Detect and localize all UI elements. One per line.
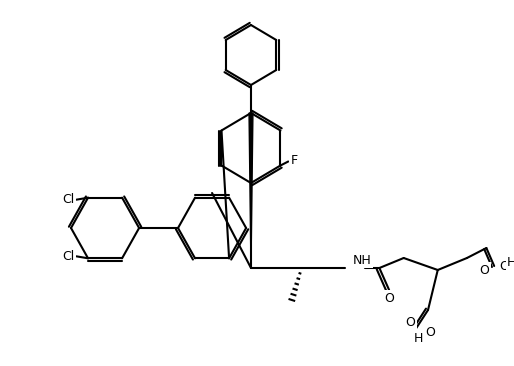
- Text: O: O: [425, 325, 435, 339]
- Text: Cl: Cl: [63, 250, 75, 263]
- Text: O: O: [384, 291, 394, 305]
- Text: H: H: [507, 255, 514, 269]
- Text: O: O: [480, 264, 489, 276]
- Text: O: O: [499, 259, 509, 273]
- Text: Cl: Cl: [63, 193, 75, 206]
- Text: F: F: [290, 154, 298, 167]
- Text: H: H: [414, 332, 423, 344]
- Text: O: O: [406, 315, 415, 329]
- Polygon shape: [249, 113, 253, 268]
- Text: NH: NH: [353, 254, 372, 266]
